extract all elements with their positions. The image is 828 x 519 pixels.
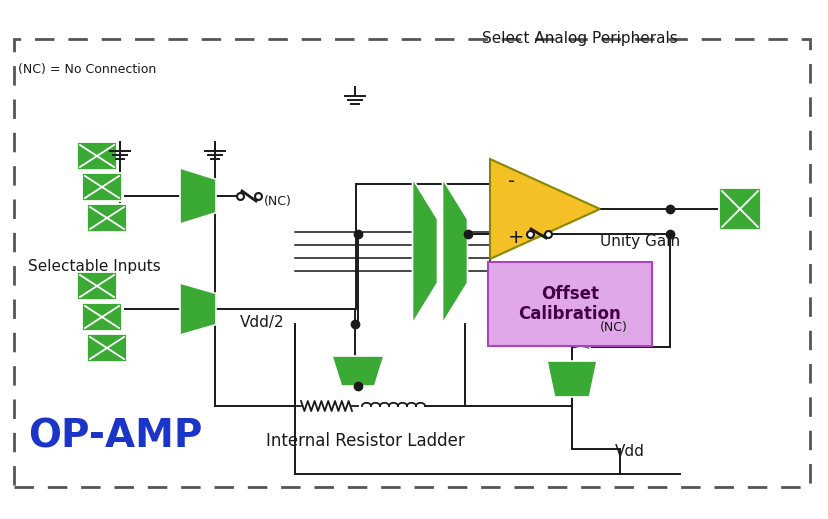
Text: Vdd/2: Vdd/2 xyxy=(240,315,284,330)
Text: -: - xyxy=(508,171,514,190)
Text: OP-AMP: OP-AMP xyxy=(28,418,202,456)
Text: Selectable Inputs: Selectable Inputs xyxy=(28,258,161,274)
Polygon shape xyxy=(412,179,437,323)
Text: +: + xyxy=(508,227,524,247)
Text: Select Analog Peripherals: Select Analog Peripherals xyxy=(482,31,677,46)
Polygon shape xyxy=(489,159,599,259)
Text: Vdd: Vdd xyxy=(614,444,644,458)
Bar xyxy=(87,204,127,232)
Text: (NC): (NC) xyxy=(263,195,291,208)
Bar xyxy=(87,334,127,362)
Text: Internal Resistor Ladder: Internal Resistor Ladder xyxy=(265,432,464,450)
Bar xyxy=(77,142,117,170)
Polygon shape xyxy=(442,179,467,323)
Text: (NC): (NC) xyxy=(599,321,627,334)
Bar xyxy=(82,173,122,201)
FancyBboxPatch shape xyxy=(488,262,651,346)
Polygon shape xyxy=(546,361,596,397)
Text: (NC) = No Connection: (NC) = No Connection xyxy=(18,62,156,75)
Text: Offset
Calibration: Offset Calibration xyxy=(518,284,621,323)
Text: Unity Gain: Unity Gain xyxy=(599,234,679,249)
Polygon shape xyxy=(553,308,590,350)
FancyBboxPatch shape xyxy=(14,39,809,487)
Bar xyxy=(77,272,117,300)
Polygon shape xyxy=(180,283,216,335)
Polygon shape xyxy=(331,356,383,386)
Bar xyxy=(718,188,760,230)
Bar xyxy=(82,303,122,331)
Polygon shape xyxy=(180,168,216,224)
